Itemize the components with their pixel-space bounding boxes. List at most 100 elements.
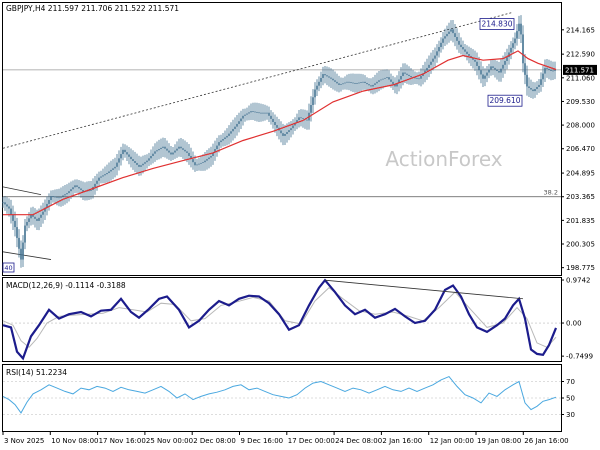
candle-body: [320, 77, 322, 82]
candle-body: [228, 133, 230, 136]
candle-body: [366, 82, 368, 85]
candle-body: [330, 77, 332, 79]
price-y-tick-label: 212.590: [566, 51, 595, 59]
candle-body: [538, 84, 540, 87]
candle-body: [36, 218, 38, 221]
rsi-y-tick-label: 50: [566, 395, 575, 403]
price-y-tick-label: 208.000: [566, 122, 595, 130]
candle-body: [276, 125, 278, 128]
candle-body: [70, 189, 72, 192]
candle-body: [444, 36, 446, 39]
candle-body: [524, 63, 526, 75]
candle-body: [6, 204, 8, 207]
candle-body: [516, 31, 518, 39]
candle-body: [250, 111, 252, 113]
candle-body: [184, 149, 186, 152]
candle-body: [128, 154, 130, 157]
candle-body: [424, 70, 426, 74]
candle-body: [232, 128, 234, 132]
candle-body: [180, 146, 182, 149]
candle-body: [490, 66, 492, 70]
candle-body: [478, 65, 480, 71]
candle-body: [176, 148, 178, 151]
candle-body: [452, 29, 454, 34]
candle-body: [82, 190, 84, 192]
candle-body: [154, 151, 156, 154]
candle-body: [530, 88, 532, 90]
candle-body: [160, 147, 162, 150]
candle-body: [104, 174, 106, 176]
candle-body: [262, 112, 264, 114]
candle-body: [56, 196, 58, 198]
candle-body: [404, 72, 406, 74]
candle-body: [296, 120, 298, 123]
candle-body: [294, 122, 296, 126]
time-tick-label: 25 Nov 00:00: [146, 437, 193, 445]
candle-body: [264, 112, 266, 114]
candle-body: [270, 115, 272, 119]
candle-body: [414, 77, 416, 79]
candle-body: [192, 159, 194, 163]
candle-body: [14, 220, 16, 228]
candle-body: [480, 70, 482, 75]
candle-body: [24, 225, 26, 243]
candle-body: [44, 207, 46, 212]
rsi-panel: RSI(14) 51.2234 70 50 30: [2, 364, 575, 432]
candle-body: [220, 140, 222, 143]
candle-body: [486, 72, 488, 76]
trendline: [2, 251, 52, 260]
candle-body: [522, 34, 524, 64]
candle-body: [252, 111, 254, 112]
candle-body: [238, 121, 240, 124]
macd-panel: MACD(12,26,9) -0.1114 -0.3188 0.9742 0.00…: [2, 277, 593, 362]
candle-body: [364, 81, 366, 83]
candle-body: [72, 187, 74, 190]
left-edge-label: 40: [4, 264, 12, 272]
candle-body: [142, 163, 144, 166]
candle-body: [332, 78, 334, 81]
price-y-tick-label: 204.895: [566, 170, 595, 178]
macd-title: MACD(12,26,9) -0.1114 -0.3188: [6, 281, 126, 290]
candle-body: [236, 123, 238, 127]
candle-body: [396, 82, 398, 87]
candle-body: [158, 149, 160, 151]
candle-body: [342, 83, 344, 85]
candle-body: [434, 55, 436, 59]
candle-body: [552, 70, 554, 72]
candle-body: [212, 152, 214, 156]
candle-body: [394, 84, 396, 87]
candle-body: [52, 196, 54, 197]
candle-body: [334, 80, 336, 82]
candle-body: [554, 70, 556, 71]
candle-body: [170, 152, 172, 155]
candle-body: [248, 112, 250, 114]
rsi-title: RSI(14) 51.2234: [6, 368, 67, 377]
candle-body: [194, 162, 196, 166]
candle-body: [282, 133, 284, 136]
candle-body: [58, 197, 60, 199]
rsi-gridlines: [3, 381, 561, 415]
candle-body: [378, 80, 380, 82]
candle-body: [166, 148, 168, 151]
candle-body: [388, 77, 390, 80]
candle-body: [466, 51, 468, 54]
price-trendlines: [2, 11, 514, 260]
candle-body: [428, 64, 430, 68]
candle-body: [12, 214, 14, 221]
time-axis: 3 Nov 2025 10 Nov 08:00 17 Nov 16:00 25 Nov…: [2, 431, 569, 445]
candle-body: [114, 166, 116, 169]
candle-body: [240, 118, 242, 122]
candle-body: [336, 81, 338, 84]
rsi-y-axis: 70 50 30: [561, 378, 575, 419]
candle-body: [302, 118, 304, 119]
candle-body: [316, 85, 318, 90]
candle-body: [310, 105, 312, 113]
candle-body: [140, 165, 142, 167]
candle-body: [202, 162, 204, 163]
candle-body: [78, 186, 80, 189]
candle-body: [156, 150, 158, 152]
candle-body: [108, 171, 110, 173]
candle-body: [172, 152, 174, 155]
candle-body: [508, 52, 510, 58]
candle-body: [392, 81, 394, 85]
